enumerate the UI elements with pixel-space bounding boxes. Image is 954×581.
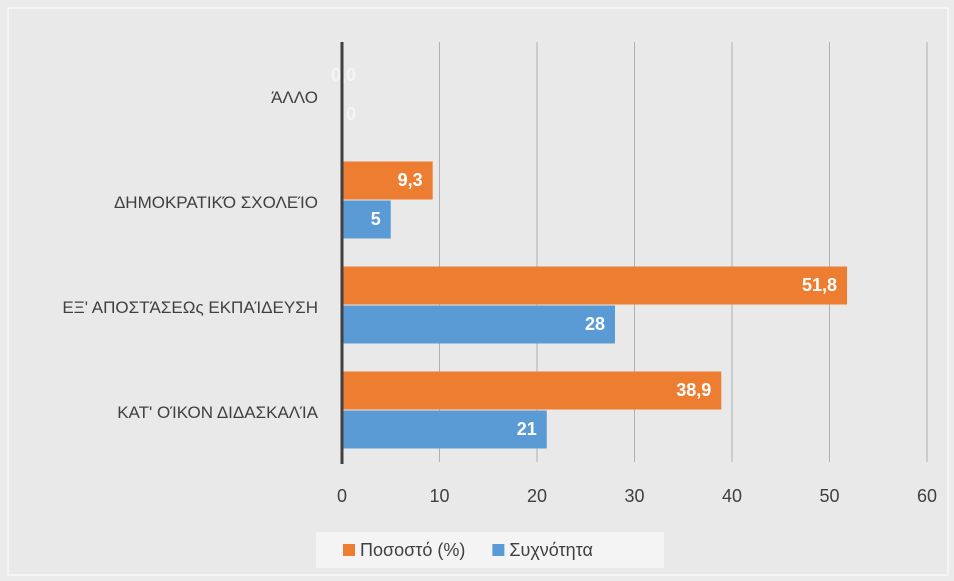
x-tick-label: 40 bbox=[722, 486, 742, 506]
y-tick-label: ΆΛΛΟ bbox=[271, 88, 318, 107]
legend-swatch bbox=[492, 544, 505, 556]
bar bbox=[342, 410, 547, 449]
legend-label: Συχνότητα bbox=[509, 540, 593, 560]
data-label: 21 bbox=[517, 419, 537, 439]
data-label: 38,9 bbox=[676, 380, 711, 400]
bar bbox=[342, 371, 722, 410]
legend-label: Ποσοστό (%) bbox=[360, 540, 465, 560]
legend-swatch bbox=[343, 544, 355, 556]
legend-box bbox=[316, 532, 664, 568]
data-label: 28 bbox=[585, 314, 605, 334]
y-tick-label: ΔΗΜΟΚΡΑΤΙΚΌ ΣΧΟΛΕΊΟ bbox=[114, 193, 318, 212]
bar bbox=[342, 200, 391, 239]
x-tick-label: 10 bbox=[429, 486, 449, 506]
data-label: 0 bbox=[346, 104, 356, 124]
x-tick-label: 50 bbox=[819, 486, 839, 506]
bar bbox=[342, 161, 433, 200]
y-tick-label: ΕΞ' ΑΠΟΣΤΆΣΕΩς ΕΚΠΑΊΔΕΥΣΗ bbox=[62, 298, 318, 317]
bar bbox=[342, 305, 615, 344]
data-label: 5 bbox=[371, 209, 381, 229]
bar bbox=[342, 266, 848, 305]
y-tick-label: ΚΑΤ' ΟΊΚΟΝ ΔΙΔΑΣΚΑΛΊΑ bbox=[117, 403, 318, 422]
x-tick-label: 20 bbox=[527, 486, 547, 506]
data-label: 9,3 bbox=[398, 170, 423, 190]
x-tick-label: 0 bbox=[337, 486, 347, 506]
x-tick-label: 30 bbox=[624, 486, 644, 506]
x-tick-label: 60 bbox=[917, 486, 937, 506]
data-label: 51,8 bbox=[802, 275, 837, 295]
